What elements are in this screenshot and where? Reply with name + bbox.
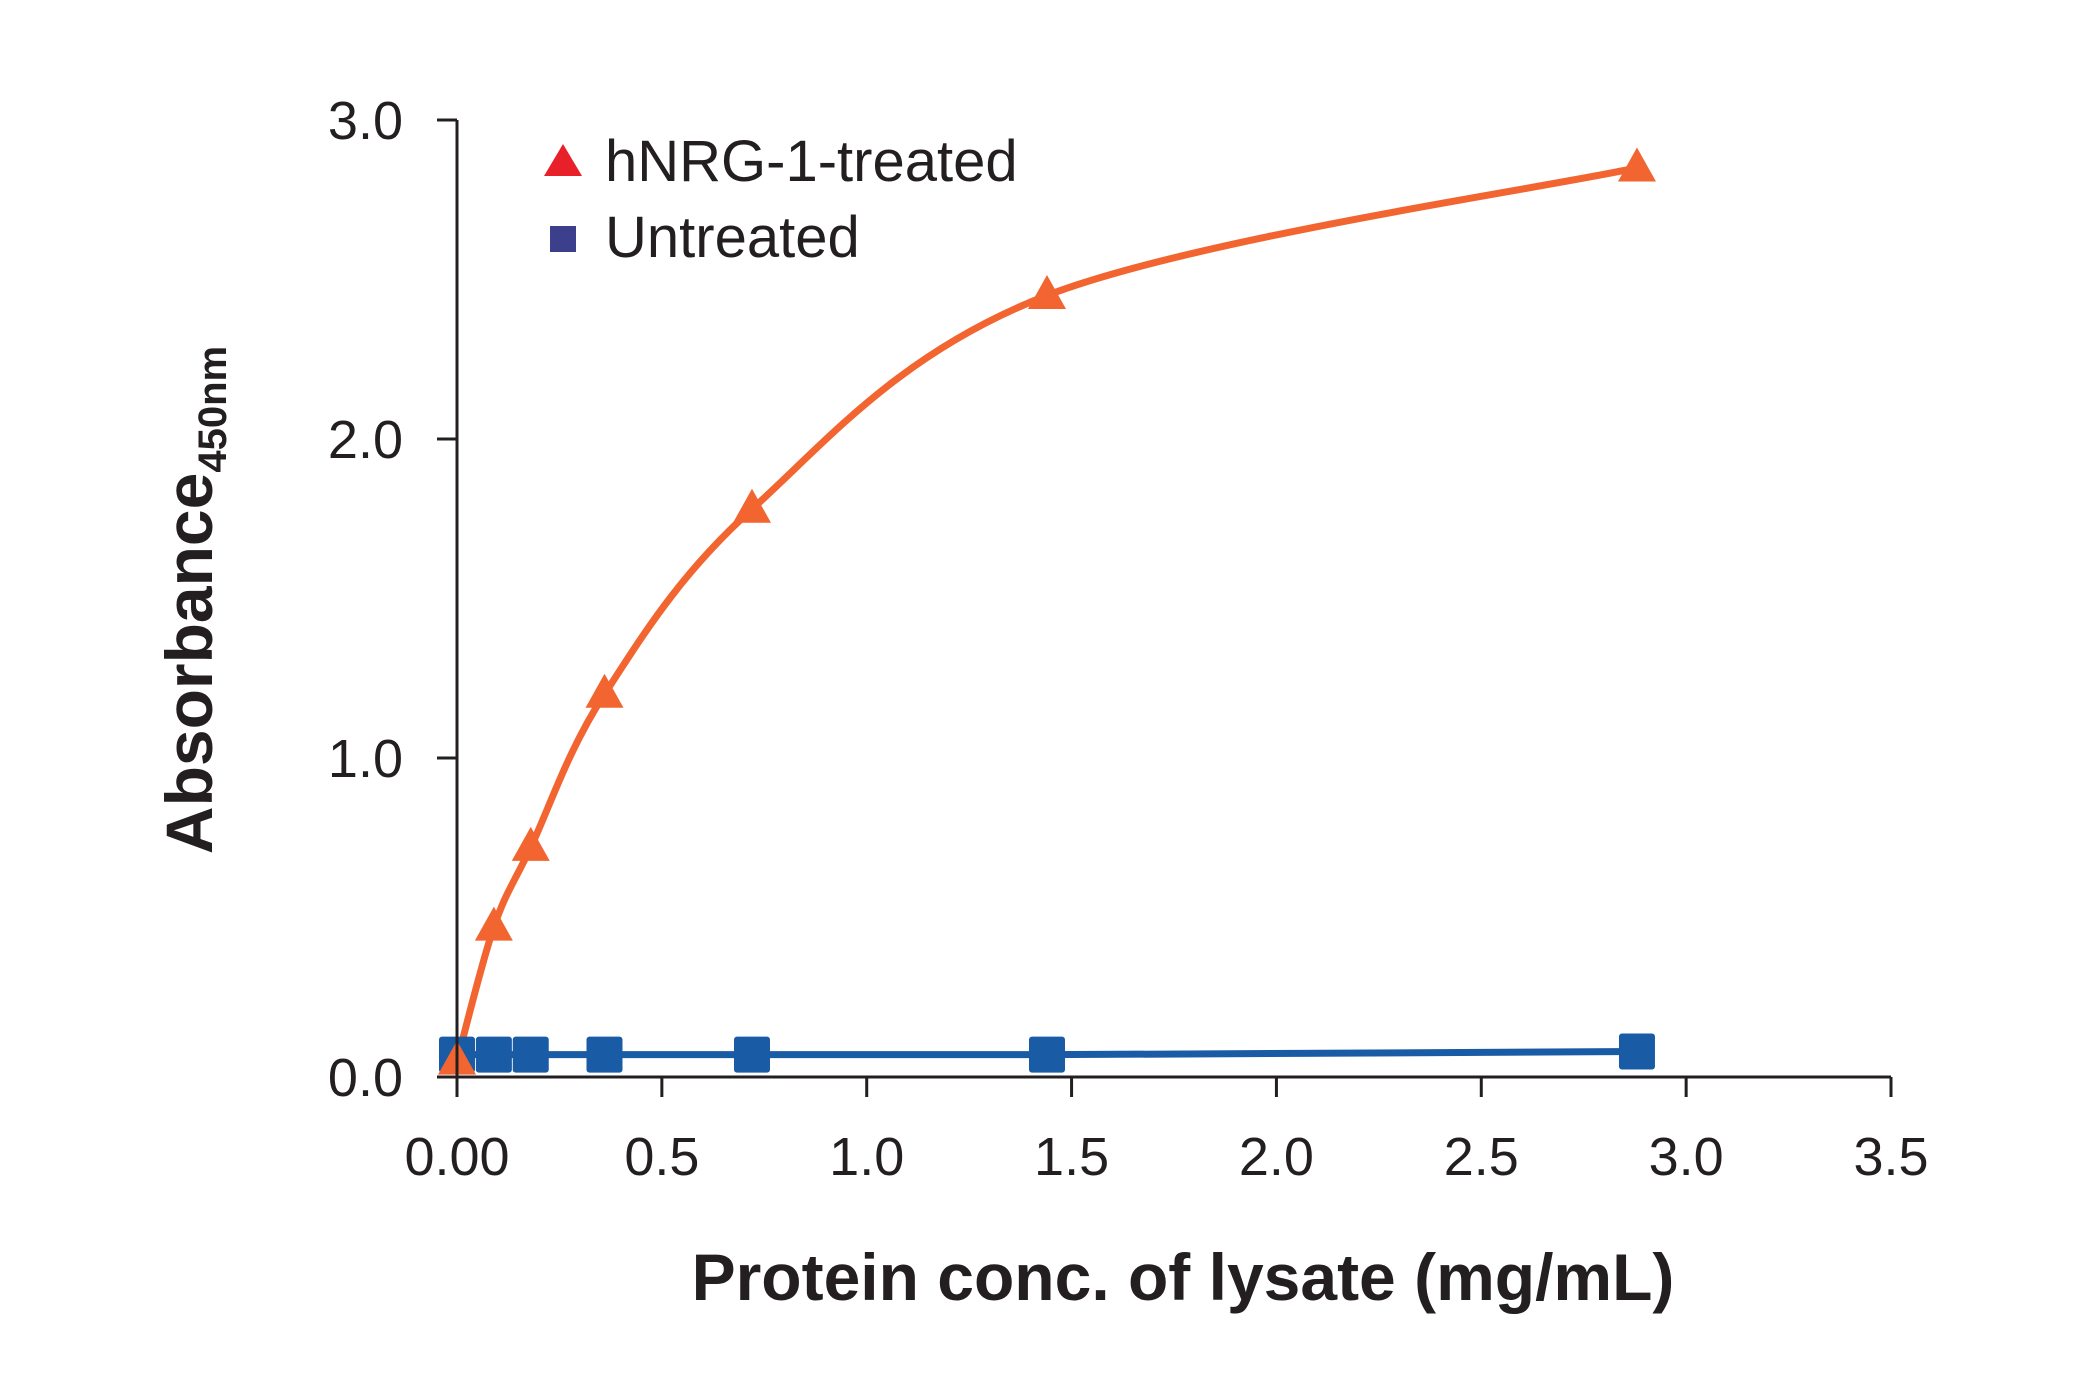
x-tick-label: 1.5	[1034, 1127, 1109, 1187]
y-tick-label: 0.0	[328, 1048, 403, 1108]
legend-marker-treated	[544, 144, 582, 176]
treated-point	[1027, 275, 1066, 310]
treated-point	[732, 488, 771, 523]
y-axis-title-subscript: 450nm	[191, 346, 235, 473]
x-tick-label: 0.5	[624, 1127, 699, 1187]
legend-marker-untreated	[550, 226, 576, 252]
y-axis-title-main: Absorbance	[152, 473, 226, 854]
y-axis-title: Absorbance450nm	[152, 346, 235, 854]
y-tick-label: 1.0	[328, 729, 403, 789]
x-tick-label: 0.00	[404, 1127, 509, 1187]
legend-label-untreated: Untreated	[605, 205, 860, 270]
y-tick-label: 3.0	[328, 91, 403, 151]
untreated-point	[733, 1036, 770, 1073]
x-axis-title: Protein conc. of lysate (mg/mL)	[692, 1240, 1675, 1314]
untreated-point	[475, 1036, 512, 1073]
treated-point	[1617, 147, 1656, 182]
x-tick-label: 3.0	[1649, 1127, 1724, 1187]
untreated-point	[1618, 1033, 1655, 1070]
x-tick-label: 3.5	[1853, 1127, 1928, 1187]
untreated-point	[512, 1036, 549, 1073]
untreated-point	[586, 1036, 623, 1073]
treated-point	[511, 826, 550, 861]
untreated-point	[1028, 1036, 1065, 1073]
x-tick-label: 2.0	[1239, 1127, 1314, 1187]
legend-label-treated: hNRG-1-treated	[605, 129, 1018, 194]
x-tick-label: 2.5	[1444, 1127, 1519, 1187]
svg-text:Absorbance450nm: Absorbance450nm	[152, 346, 235, 854]
treated-curve	[453, 164, 1641, 1065]
treated-point	[474, 906, 513, 941]
data-markers	[438, 147, 1656, 1075]
ticks: 0.00 0.5 1.0 1.5 2.0 2.5 3.0 3.5 0.0 1.0 2.0 3.0	[328, 91, 1929, 1187]
y-tick-label: 2.0	[328, 410, 403, 470]
legend: hNRG-1-treated Untreated	[544, 129, 1018, 270]
treated-point	[585, 673, 624, 708]
axes	[455, 120, 1891, 1079]
x-tick-label: 1.0	[829, 1127, 904, 1187]
